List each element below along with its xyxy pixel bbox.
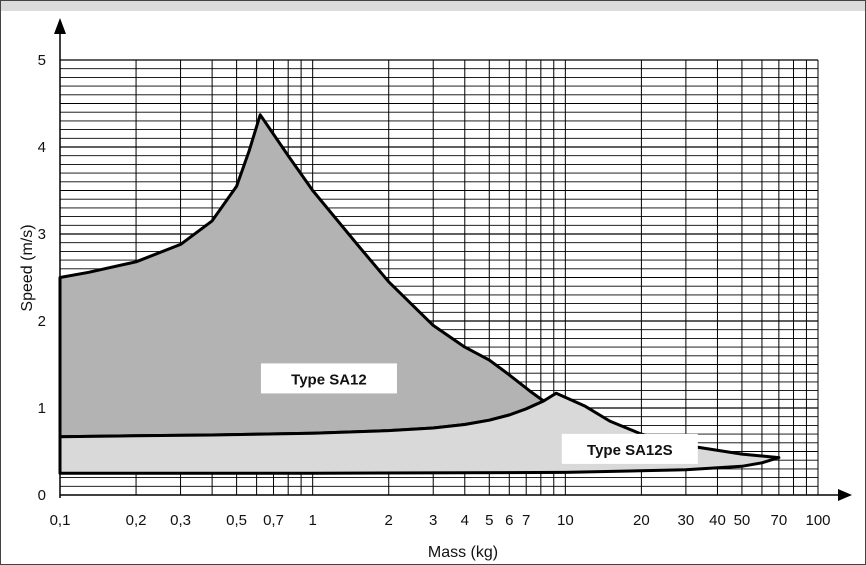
figure-top-band	[1, 1, 865, 11]
x-tick-label: 10	[557, 512, 574, 529]
x-tick-label: 2	[385, 512, 393, 529]
y-tick-label: 4	[38, 139, 46, 156]
x-tick-label: 30	[678, 512, 695, 529]
x-tick-label: 1	[308, 512, 316, 529]
series-label: Type SA12	[291, 371, 367, 388]
x-tick-label: 6	[505, 512, 513, 529]
x-axis-label: Mass (kg)	[428, 544, 498, 561]
x-tick-label: 4	[461, 512, 469, 529]
series-label-group: Type SA12S	[561, 433, 698, 464]
x-tick-label: 5	[485, 512, 493, 529]
y-tick-label: 5	[38, 52, 46, 69]
y-axis-arrow	[54, 18, 66, 34]
y-tick-label: 2	[38, 313, 46, 330]
series-label: Type SA12S	[587, 442, 673, 459]
series-label-background	[561, 433, 698, 464]
x-tick-label: 0,5	[226, 512, 247, 529]
x-tick-label: 0,7	[263, 512, 284, 529]
x-axis-arrow	[838, 489, 852, 501]
x-tick-label: 100	[805, 512, 830, 529]
y-tick-label: 3	[38, 226, 46, 243]
x-tick-label: 40	[709, 512, 726, 529]
region-labels: Type SA12 Type SA12S	[260, 363, 698, 464]
y-axis-label: Speed (m/s)	[19, 224, 36, 311]
x-tick-label: 50	[734, 512, 751, 529]
series-label-group: Type SA12	[260, 363, 397, 394]
x-tick-label: 7	[522, 512, 530, 529]
axes	[54, 18, 852, 501]
y-tick-label: 0	[38, 487, 46, 504]
tick-labels: 0,1 0,2 0,3 0,5 0,7 1 2 3 4 5 6 7 10 20 30 40 50 70 100012…	[38, 52, 831, 529]
x-tick-label: 20	[633, 512, 650, 529]
x-tick-label: 70	[771, 512, 788, 529]
x-tick-label: 0,3	[170, 512, 191, 529]
x-tick-label: 0,2	[126, 512, 147, 529]
x-tick-label: 0,1	[50, 512, 71, 529]
series-label-background	[260, 363, 397, 394]
x-tick-label: 3	[429, 512, 437, 529]
y-tick-label: 1	[38, 400, 46, 417]
